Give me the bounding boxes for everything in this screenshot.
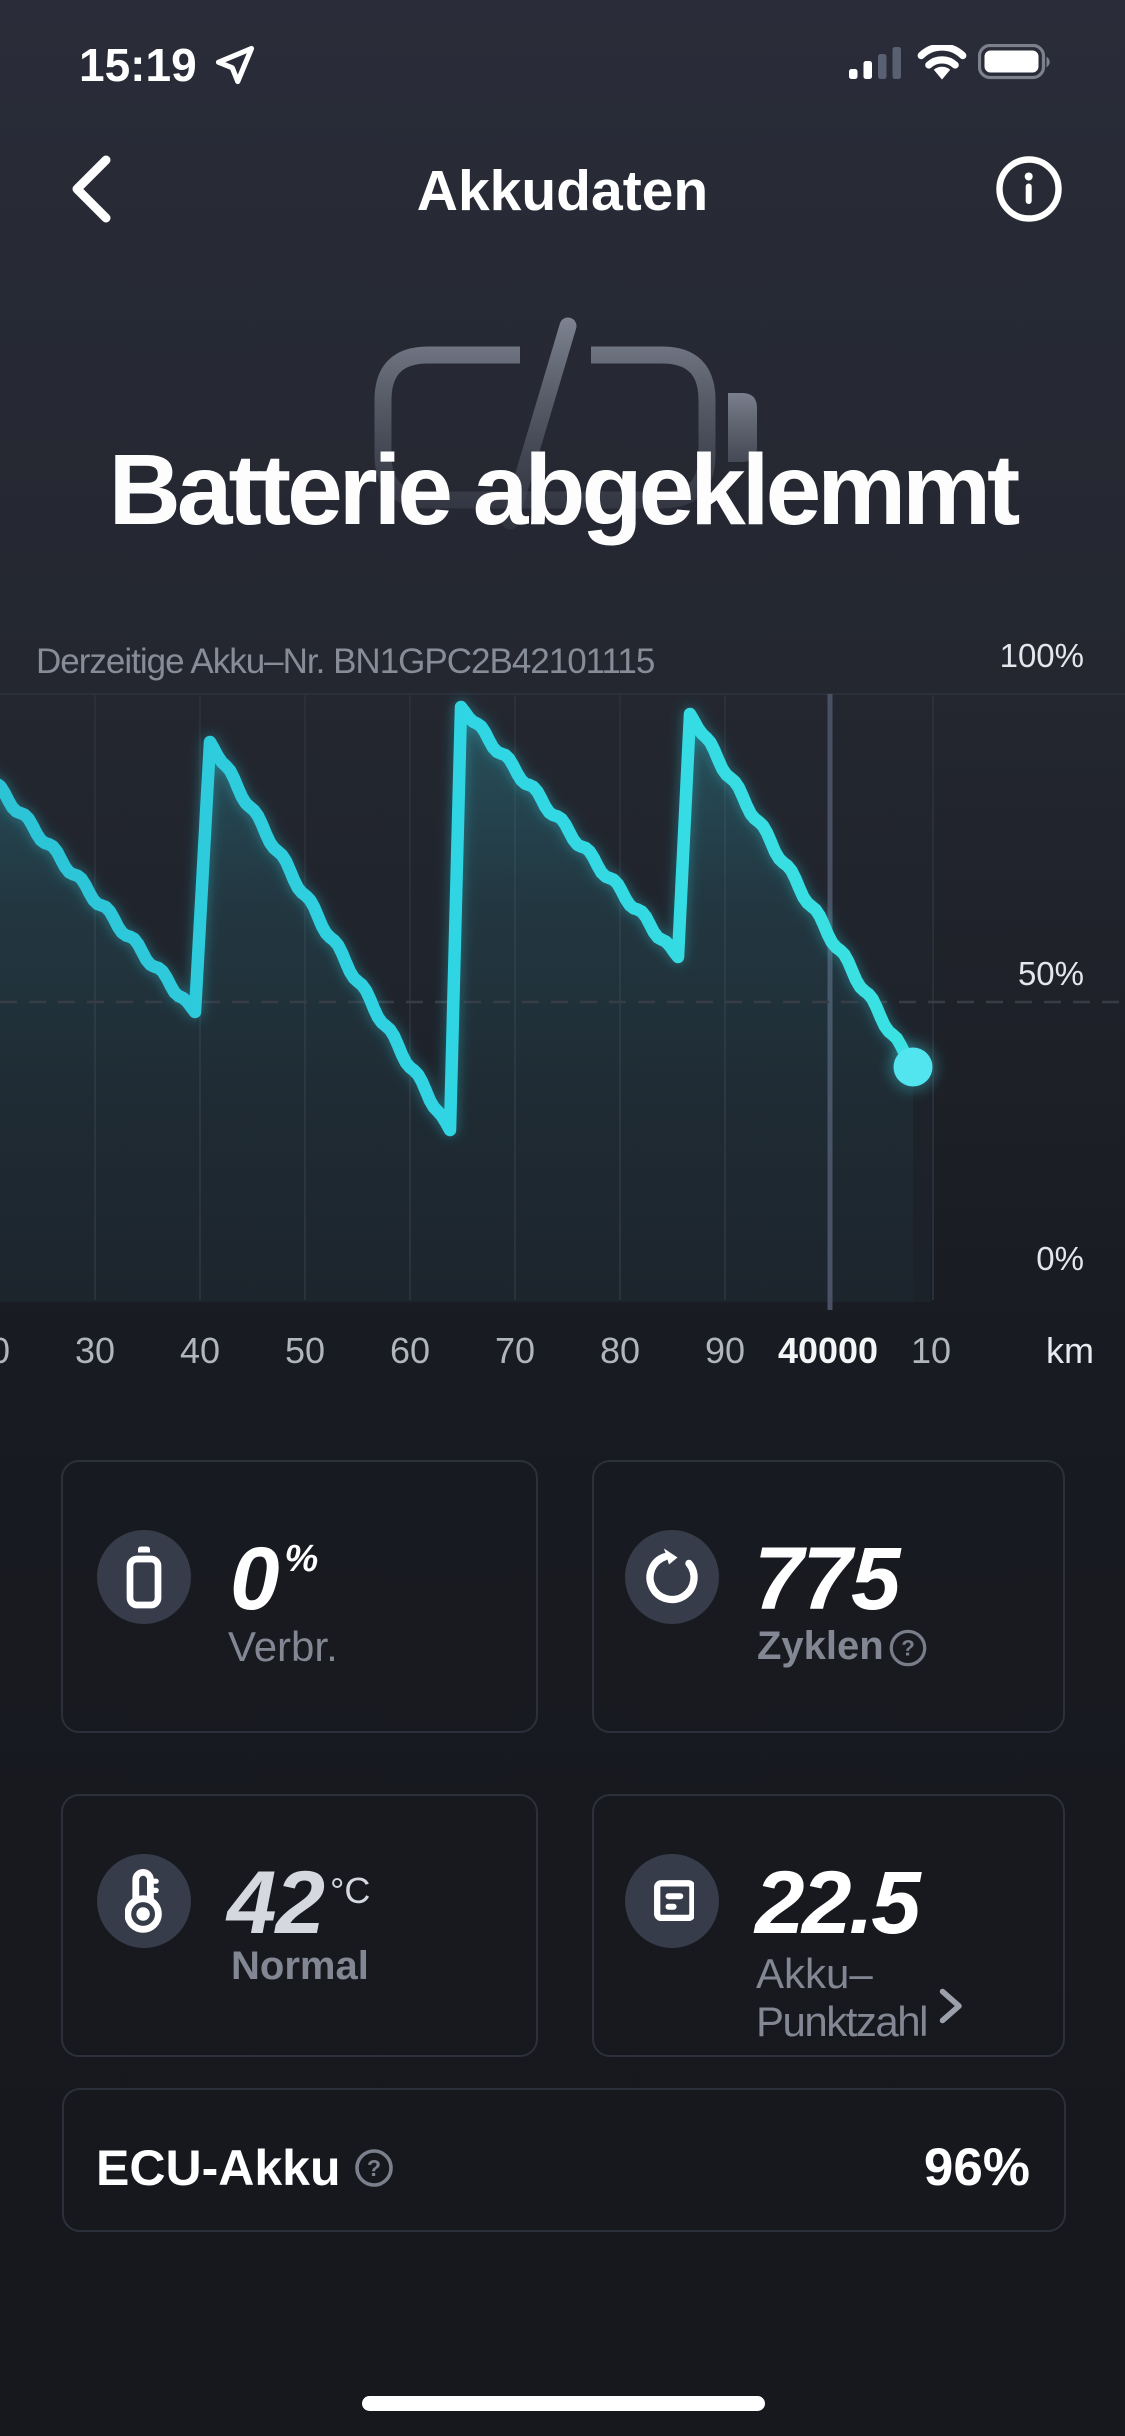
svg-text:?: ?	[901, 1635, 915, 1660]
svg-text:?: ?	[367, 2155, 381, 2181]
